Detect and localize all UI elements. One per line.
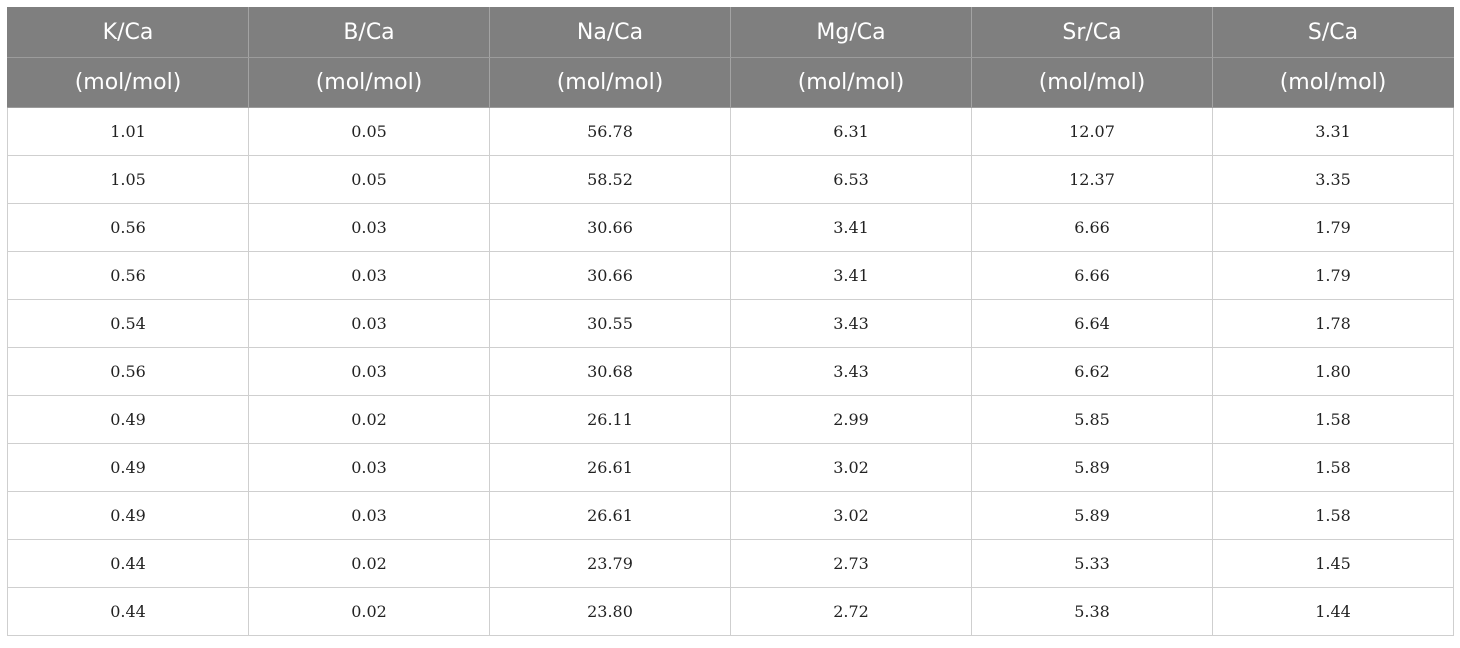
table-cell: 3.31 [1212, 107, 1454, 156]
table-cell: 0.05 [248, 107, 490, 156]
table-cell: 56.78 [489, 107, 731, 156]
table-cell: 58.52 [489, 155, 731, 204]
table-row: 0.49 0.03 26.61 3.02 5.89 1.58 [7, 491, 1454, 540]
column-header-name: Sr/Ca [971, 7, 1213, 58]
table-cell: 0.02 [248, 587, 490, 636]
table-cell: 1.58 [1212, 491, 1454, 540]
table-cell: 0.03 [248, 443, 490, 492]
table-cell: 0.56 [7, 203, 249, 252]
table-cell: 23.79 [489, 539, 731, 588]
table-cell: 0.56 [7, 347, 249, 396]
table-cell: 1.78 [1212, 299, 1454, 348]
table-cell: 1.80 [1212, 347, 1454, 396]
table-cell: 30.66 [489, 203, 731, 252]
table-row: 0.54 0.03 30.55 3.43 6.64 1.78 [7, 299, 1454, 348]
table-body: 1.01 0.05 56.78 6.31 12.07 3.31 1.05 0.05 58.52 6… [7, 107, 1454, 636]
data-table-container: K/Ca B/Ca Na/Ca Mg/Ca Sr/Ca S/Ca (mol/mo… [7, 7, 1454, 636]
table-cell: 0.44 [7, 539, 249, 588]
table-cell: 1.58 [1212, 443, 1454, 492]
table-cell: 0.49 [7, 491, 249, 540]
table-cell: 6.66 [971, 251, 1213, 300]
table-cell: 0.44 [7, 587, 249, 636]
header-row-names: K/Ca B/Ca Na/Ca Mg/Ca Sr/Ca S/Ca [7, 7, 1454, 58]
column-header-unit: (mol/mol) [7, 57, 249, 108]
table-cell: 5.33 [971, 539, 1213, 588]
table-cell: 0.03 [248, 251, 490, 300]
column-header-unit: (mol/mol) [489, 57, 731, 108]
column-header-unit: (mol/mol) [730, 57, 972, 108]
column-header-name: B/Ca [248, 7, 490, 58]
table-cell: 1.01 [7, 107, 249, 156]
table-cell: 2.73 [730, 539, 972, 588]
table-cell: 1.45 [1212, 539, 1454, 588]
table-cell: 2.99 [730, 395, 972, 444]
table-cell: 0.03 [248, 347, 490, 396]
table-cell: 12.37 [971, 155, 1213, 204]
table-cell: 3.02 [730, 443, 972, 492]
table-cell: 1.05 [7, 155, 249, 204]
column-header-unit: (mol/mol) [248, 57, 490, 108]
table-cell: 3.41 [730, 203, 972, 252]
column-header-name: Na/Ca [489, 7, 731, 58]
table-cell: 3.43 [730, 299, 972, 348]
table-row: 1.01 0.05 56.78 6.31 12.07 3.31 [7, 107, 1454, 156]
table-cell: 0.56 [7, 251, 249, 300]
table-row: 0.44 0.02 23.80 2.72 5.38 1.44 [7, 587, 1454, 636]
table-cell: 12.07 [971, 107, 1213, 156]
table-cell: 30.55 [489, 299, 731, 348]
column-header-name: Mg/Ca [730, 7, 972, 58]
table-cell: 26.11 [489, 395, 731, 444]
table-cell: 2.72 [730, 587, 972, 636]
table-cell: 30.68 [489, 347, 731, 396]
table-row: 0.56 0.03 30.68 3.43 6.62 1.80 [7, 347, 1454, 396]
column-header-unit: (mol/mol) [1212, 57, 1454, 108]
column-header-name: S/Ca [1212, 7, 1454, 58]
table-cell: 5.85 [971, 395, 1213, 444]
table-cell: 0.02 [248, 395, 490, 444]
table-cell: 0.49 [7, 443, 249, 492]
table-cell: 3.35 [1212, 155, 1454, 204]
table-row: 0.49 0.02 26.11 2.99 5.85 1.58 [7, 395, 1454, 444]
table-cell: 3.43 [730, 347, 972, 396]
table-cell: 30.66 [489, 251, 731, 300]
table-cell: 26.61 [489, 491, 731, 540]
table-cell: 23.80 [489, 587, 731, 636]
table-row: 0.56 0.03 30.66 3.41 6.66 1.79 [7, 203, 1454, 252]
table-row: 0.44 0.02 23.79 2.73 5.33 1.45 [7, 539, 1454, 588]
column-header-name: K/Ca [7, 7, 249, 58]
table-cell: 0.03 [248, 299, 490, 348]
table-cell: 26.61 [489, 443, 731, 492]
table-cell: 6.31 [730, 107, 972, 156]
table-cell: 3.02 [730, 491, 972, 540]
table-cell: 5.89 [971, 491, 1213, 540]
table-cell: 0.54 [7, 299, 249, 348]
element-ratio-table: K/Ca B/Ca Na/Ca Mg/Ca Sr/Ca S/Ca (mol/mo… [7, 7, 1454, 636]
table-row: 1.05 0.05 58.52 6.53 12.37 3.35 [7, 155, 1454, 204]
table-cell: 0.49 [7, 395, 249, 444]
table-row: 0.56 0.03 30.66 3.41 6.66 1.79 [7, 251, 1454, 300]
table-cell: 0.03 [248, 203, 490, 252]
table-cell: 0.05 [248, 155, 490, 204]
table-cell: 1.79 [1212, 203, 1454, 252]
table-cell: 0.02 [248, 539, 490, 588]
table-cell: 1.44 [1212, 587, 1454, 636]
table-cell: 6.62 [971, 347, 1213, 396]
table-cell: 0.03 [248, 491, 490, 540]
table-cell: 1.58 [1212, 395, 1454, 444]
column-header-unit: (mol/mol) [971, 57, 1213, 108]
table-cell: 3.41 [730, 251, 972, 300]
table-cell: 5.38 [971, 587, 1213, 636]
table-header: K/Ca B/Ca Na/Ca Mg/Ca Sr/Ca S/Ca (mol/mo… [7, 7, 1454, 108]
table-cell: 1.79 [1212, 251, 1454, 300]
table-cell: 6.64 [971, 299, 1213, 348]
table-cell: 6.66 [971, 203, 1213, 252]
table-cell: 6.53 [730, 155, 972, 204]
table-row: 0.49 0.03 26.61 3.02 5.89 1.58 [7, 443, 1454, 492]
header-row-units: (mol/mol) (mol/mol) (mol/mol) (mol/mol) … [7, 57, 1454, 108]
table-cell: 5.89 [971, 443, 1213, 492]
